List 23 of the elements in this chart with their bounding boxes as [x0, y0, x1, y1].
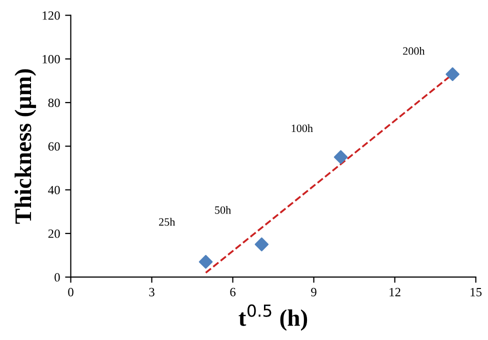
y-tick-label: 0	[54, 273, 60, 282]
annotation: 25h	[159, 218, 176, 226]
annotation: 50h	[215, 206, 231, 214]
x-tick-label: 0	[68, 288, 74, 296]
y-tick-label: 40	[48, 186, 60, 194]
y-tick-label: 100	[42, 54, 60, 64]
x-tick-label: 9	[311, 288, 316, 296]
point	[198, 254, 213, 269]
y-tick-label: 20	[48, 229, 60, 238]
point	[254, 237, 269, 252]
annotation: 200h	[403, 46, 425, 55]
y-tick-label: 120	[42, 11, 60, 20]
x-tick-label: 12	[390, 288, 400, 296]
y-tick-label: 60	[48, 142, 60, 151]
point	[334, 150, 348, 164]
x-tick-label: 3	[149, 288, 154, 296]
x-tick-label: 6	[230, 288, 236, 296]
x-axis-title: t$^{0.5}$ (h)	[238, 304, 308, 331]
point	[446, 67, 460, 82]
annotation: 100h	[292, 124, 313, 132]
x-tick-label: 15	[470, 288, 482, 296]
y-axis-title: Thickness (µm)	[14, 69, 36, 224]
y-tick-label: 80	[48, 98, 60, 108]
